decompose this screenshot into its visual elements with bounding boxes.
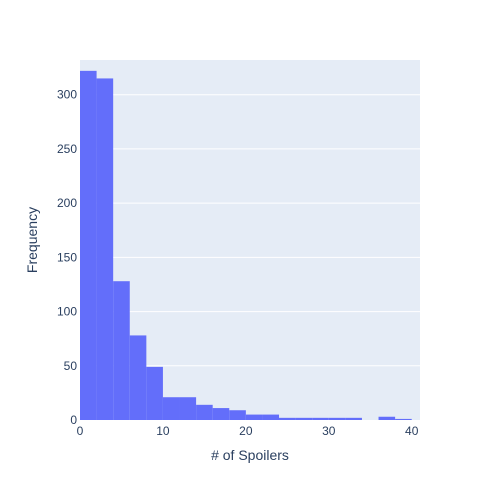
histogram-bar — [328, 417, 346, 420]
histogram-bar — [96, 78, 114, 420]
histogram-bar — [129, 335, 147, 420]
x-axis-title: # of Spoilers — [211, 447, 289, 463]
histogram-bar — [196, 404, 213, 420]
histogram-bar — [279, 417, 296, 420]
histogram-bar — [80, 70, 97, 420]
x-tick-label: 40 — [405, 424, 419, 438]
histogram-bar — [229, 410, 246, 420]
y-tick-label: 100 — [57, 305, 77, 319]
y-tick-label: 50 — [64, 359, 78, 373]
histogram-bar — [395, 418, 412, 420]
histogram-bar — [262, 414, 280, 420]
y-axis-ticks: 0 50 100 150 200 250 300 — [57, 88, 77, 427]
x-tick-label: 30 — [322, 424, 336, 438]
histogram-bar — [212, 408, 230, 420]
histogram-bar — [245, 414, 263, 420]
histogram-bar — [179, 397, 197, 420]
histogram-bar — [162, 397, 180, 420]
x-tick-label: 0 — [77, 424, 84, 438]
y-tick-label: 150 — [57, 250, 77, 264]
x-tick-label: 20 — [239, 424, 253, 438]
y-tick-label: 250 — [57, 142, 77, 156]
histogram-bar — [146, 366, 163, 420]
y-axis-title: Frequency — [24, 207, 40, 273]
x-tick-label: 10 — [156, 424, 170, 438]
histogram-bar — [113, 281, 130, 420]
y-tick-label: 300 — [57, 88, 77, 102]
histogram-bar — [345, 417, 362, 420]
histogram-bar — [312, 417, 329, 420]
x-axis-ticks: 0 10 20 30 40 — [77, 424, 419, 438]
histogram-bar — [295, 417, 313, 420]
y-tick-label: 200 — [57, 196, 77, 210]
bars — [80, 70, 412, 420]
y-tick-label: 0 — [70, 413, 77, 427]
histogram-bar — [378, 416, 396, 420]
